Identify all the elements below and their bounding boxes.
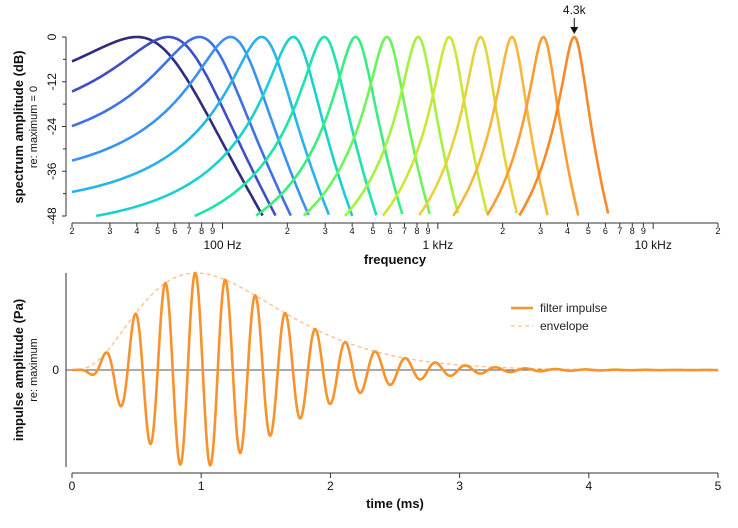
y-tick-label: -12	[45, 73, 59, 91]
peak-annotation: 4.3k	[563, 3, 587, 34]
x-tick-label: 2	[327, 479, 334, 493]
filter-impulse-line	[72, 271, 719, 467]
x-tick-label: 6	[388, 226, 393, 236]
legend: filter impulse envelope	[511, 301, 608, 333]
x-tick-label: 5	[715, 479, 722, 493]
y-tick-label: 0	[45, 33, 59, 40]
x-tick-label: 4	[134, 226, 139, 236]
filter-curve-6	[95, 35, 354, 218]
filter-curve-1	[71, 35, 264, 217]
x-tick-label: 6	[603, 226, 608, 236]
x-tick-label: 1	[198, 479, 205, 493]
x-tick-label: 8	[199, 226, 204, 236]
x-tick-label: 3	[107, 226, 112, 236]
y-ticks: 0 -12 -24 -36 -48	[45, 33, 66, 225]
filter-curve-2	[71, 35, 277, 217]
x-tick-label: 5	[155, 226, 160, 236]
legend-label-envelope: envelope	[540, 319, 589, 333]
annotation-label: 4.3k	[563, 3, 587, 17]
x-tick-label: 7	[402, 226, 407, 236]
y-axis-label: impulse amplitude (Pa)	[11, 299, 26, 441]
x-tick-label: 2	[285, 226, 290, 236]
filter-curves	[71, 35, 610, 218]
x-tick-label: 4	[350, 226, 355, 236]
y-axis-label: spectrum amplitude (dB)	[11, 50, 26, 203]
filter-curve-13	[452, 35, 549, 217]
y-tick-label: -36	[45, 162, 59, 180]
filter-curve-8	[255, 35, 404, 217]
x-tick-label: 2	[715, 226, 720, 236]
x-tick-label: 3	[538, 226, 543, 236]
x-tick-label: 7	[187, 226, 192, 236]
legend-label-impulse: filter impulse	[540, 301, 608, 315]
x-tick-label: 4	[585, 479, 592, 493]
filter-curve-9	[302, 35, 431, 217]
x-tick-label: 5	[586, 226, 591, 236]
y-axis-sublabel: re: maximum = 0	[28, 86, 40, 168]
filter-curve-7	[194, 35, 378, 218]
x-decade-label: 1 kHz	[423, 238, 454, 252]
x-tick-label: 3	[323, 226, 328, 236]
filter-curve-15	[518, 35, 610, 217]
y-axis-sublabel: re: maximum	[28, 338, 40, 402]
filter-curve-3	[71, 35, 292, 217]
x-tick-label: 3	[456, 479, 463, 493]
x-axis-label: frequency	[364, 252, 427, 267]
filter-curve-12	[418, 35, 519, 216]
x-tick-label: 8	[414, 226, 419, 236]
x-tick-label: 6	[172, 226, 177, 236]
filter-curve-5	[71, 35, 331, 216]
filter-curve-11	[381, 35, 489, 217]
x-axis-label: time (ms)	[366, 496, 424, 511]
filter-curve-4	[71, 35, 310, 216]
x-decade-label: 100 Hz	[203, 238, 241, 252]
x-ticks: 0 1 2 3 4 5	[69, 473, 722, 493]
y-tick-label: -24	[45, 118, 59, 136]
filter-curve-10	[343, 35, 460, 217]
x-decade-label: 10 kHz	[634, 238, 671, 252]
x-tick-label: 2	[500, 226, 505, 236]
x-tick-label: 9	[641, 226, 646, 236]
y-tick-label: -48	[45, 207, 59, 225]
x-tick-label: 8	[630, 226, 635, 236]
filter-curve-14	[485, 35, 580, 216]
x-tick-label: 5	[371, 226, 376, 236]
x-tick-label: 0	[69, 479, 76, 493]
y-tick-label: 0	[52, 363, 59, 377]
x-tick-label: 2	[69, 226, 74, 236]
x-tick-label: 7	[617, 226, 622, 236]
x-tick-label: 9	[210, 226, 215, 236]
spectrum-chart: 0-12-24-36-48 2 3 4 5 6 7 8 9 2 3 4 5 6 7 8 9 2 3 4 5 6 7 8 9 21…	[11, 3, 721, 267]
impulse-chart: 0 1 2 3 4 5 0 time (ms) impulse amplitude (Pa…	[11, 271, 722, 511]
arrow-head-icon	[570, 27, 579, 34]
x-tick-label: 9	[425, 226, 430, 236]
x-tick-label: 4	[565, 226, 570, 236]
